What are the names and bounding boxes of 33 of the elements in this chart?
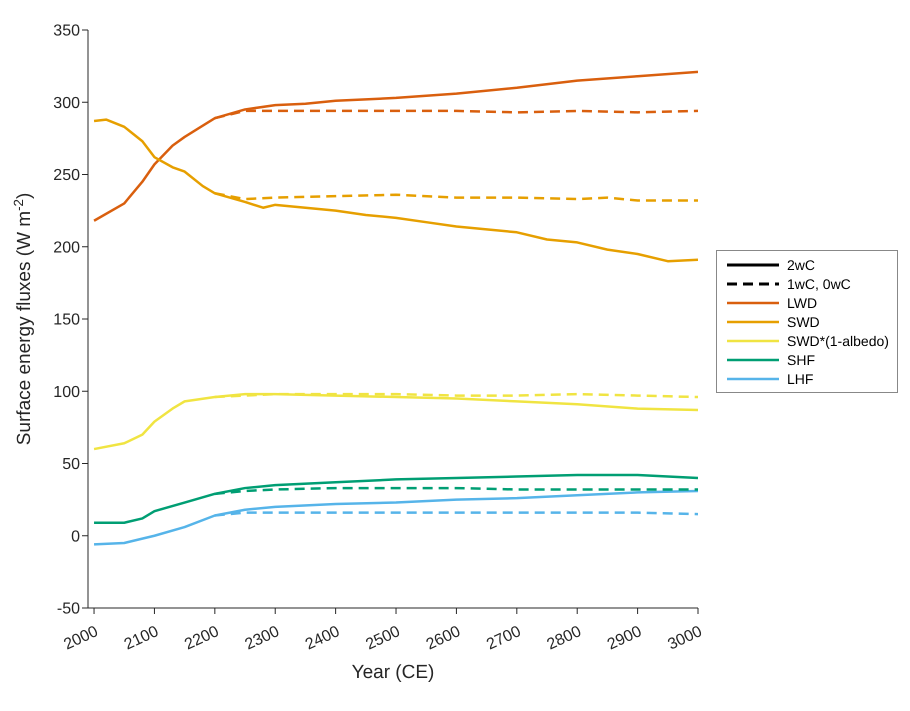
x-tick-label: 2000 [61, 623, 101, 654]
y-tick-label: 350 [53, 22, 80, 40]
legend-label: SWD*(1-albedo) [787, 332, 889, 348]
y-tick-label: 150 [53, 312, 80, 329]
x-tick-label: 2700 [484, 623, 524, 654]
legend-label: SHF [787, 352, 815, 368]
y-tick-label: -50 [56, 600, 80, 618]
line-series [92, 474, 698, 524]
y-tick-label: 300 [53, 94, 80, 112]
x-tick-label: 2800 [544, 623, 584, 654]
legend-label: LWD [787, 294, 818, 310]
line-series [92, 490, 698, 546]
y-tick-label: 0 [71, 528, 80, 546]
x-tick-label: 2100 [122, 623, 162, 654]
x-tick-label: 2300 [242, 623, 282, 654]
y-tick-label: 200 [53, 239, 80, 256]
x-tick-label: 2900 [604, 623, 644, 654]
y-tick-label: 250 [53, 167, 80, 184]
legend-label: LHF [787, 370, 814, 386]
x-tick-label: 2400 [302, 623, 342, 654]
y-tick-label: 50 [62, 456, 80, 474]
line-series [92, 70, 698, 222]
y-tick-label: 100 [53, 384, 80, 401]
legend-label: SWD [787, 314, 820, 330]
x-tick-label: 3000 [665, 623, 705, 654]
line-series [92, 392, 698, 450]
x-tick-label: 2200 [182, 623, 222, 654]
x-tick-label: 2500 [363, 623, 403, 654]
legend-label: 1wC, 0wC [787, 276, 851, 292]
x-tick-label: 2600 [424, 623, 464, 654]
x-axis-title: Year (CE) [352, 662, 434, 683]
legend-label: 2wC [787, 256, 816, 272]
line-series [92, 118, 698, 262]
